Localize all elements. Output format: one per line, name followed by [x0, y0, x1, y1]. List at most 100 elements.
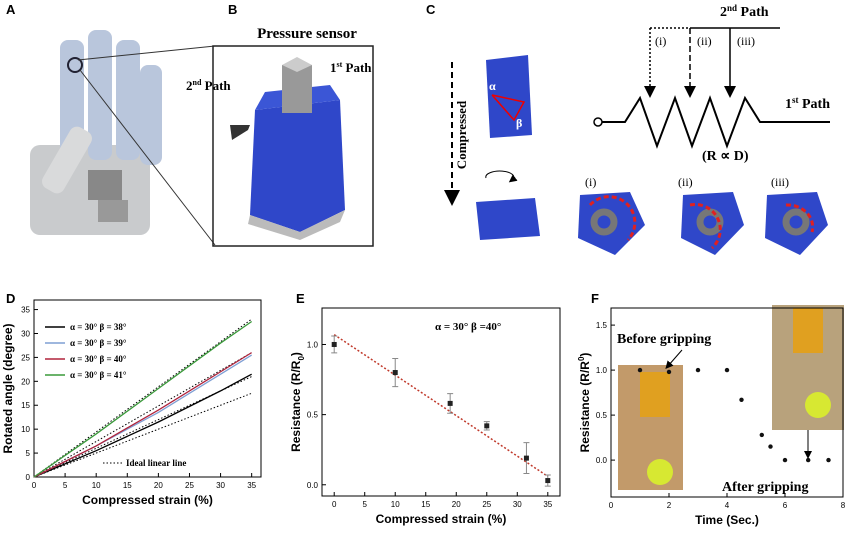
- meter: [640, 372, 670, 417]
- panel-label: F: [591, 291, 599, 306]
- x-tick-label: 30: [216, 481, 225, 490]
- data-point: [695, 367, 701, 373]
- meter: [793, 308, 823, 353]
- y-tick-label: 0.5: [307, 411, 319, 420]
- data-point: [545, 478, 551, 484]
- x-tick-label: 4: [725, 501, 730, 510]
- legend-label: α = 30° β = 41°: [70, 370, 127, 380]
- hand-illustration: [30, 30, 216, 246]
- legend-label: α = 30° β = 39°: [70, 338, 127, 348]
- panel-label: A: [6, 2, 16, 17]
- legend-label: α = 30° β = 40°: [70, 354, 127, 364]
- data-point: [392, 370, 398, 376]
- y-tick-label: 0.0: [596, 456, 608, 465]
- x-tick-label: 20: [154, 481, 163, 490]
- plot-frame: [33, 299, 262, 478]
- text: Path: [342, 60, 372, 75]
- compressed-label: Compressed: [454, 100, 469, 169]
- x-tick-label: 25: [482, 500, 491, 509]
- data-point: [739, 397, 744, 402]
- series-line: [33, 352, 253, 478]
- label-sub: 0: [297, 356, 306, 361]
- y-tick-label: 1.0: [596, 366, 608, 375]
- y-tick-label: 10: [21, 425, 30, 434]
- x-tick-label: 30: [513, 500, 522, 509]
- data-point: [666, 369, 672, 375]
- y-axis-label: Resistance (R/R0): [577, 353, 592, 453]
- branch-label: (ii): [697, 34, 712, 48]
- sup: nd: [727, 3, 737, 13]
- data-point: [331, 341, 337, 347]
- label-sup: 0: [577, 356, 586, 361]
- annotation: α = 30° β =40°: [435, 321, 501, 333]
- x-tick-label: 6: [783, 501, 788, 510]
- data-point: [637, 367, 643, 373]
- label-text: Resistance (R/R: [578, 361, 592, 453]
- data-point: [447, 400, 453, 406]
- path-label: 2nd Path: [186, 78, 231, 93]
- path-label: 1st Path: [330, 60, 372, 75]
- x-axis-label: Compressed strain (%): [376, 512, 507, 526]
- state-label: (i): [585, 175, 596, 189]
- series-line: [33, 373, 252, 478]
- x-tick-label: 15: [421, 500, 430, 509]
- series-line: [33, 320, 253, 478]
- y-tick-label: 20: [21, 377, 30, 386]
- ball: [805, 392, 831, 418]
- label-end: ): [289, 352, 303, 356]
- x-tick-label: 2: [667, 501, 672, 510]
- prism-illustrations: [444, 27, 830, 255]
- x-tick-label: 0: [32, 481, 37, 490]
- y-tick-label: 0: [26, 473, 31, 482]
- num: 2: [186, 78, 193, 93]
- panel-label: B: [228, 2, 237, 17]
- x-tick-label: 0: [332, 500, 337, 509]
- path-label: 1st Path: [785, 95, 830, 112]
- data-point: [724, 367, 730, 373]
- panel-b-frame: [212, 45, 374, 247]
- x-tick-label: 25: [185, 481, 194, 490]
- data-point: [806, 457, 811, 463]
- data-point: [523, 455, 529, 461]
- data-point: [759, 432, 764, 438]
- y-axis-label: Resistance (R/R0): [289, 352, 306, 452]
- y-axis-label: Rotated angle (degree): [1, 323, 15, 453]
- x-tick-label: 10: [92, 481, 101, 490]
- branch-label: (i): [655, 34, 666, 48]
- ideal-line: [33, 318, 252, 478]
- x-tick-label: 35: [247, 481, 256, 490]
- legend-label: α = 30° β = 38°: [70, 322, 127, 332]
- x-tick-label: 5: [63, 481, 68, 490]
- y-tick-label: 25: [21, 353, 30, 362]
- text: Path: [201, 78, 231, 93]
- annotation: After gripping: [722, 480, 808, 495]
- text: Path: [737, 5, 769, 20]
- num: 2: [720, 5, 727, 20]
- x-axis-label: Time (Sec.): [695, 513, 759, 527]
- branch-label: (iii): [737, 34, 755, 48]
- plot-frame: [321, 307, 561, 497]
- num: 1: [785, 97, 792, 112]
- path-label: 2nd Path: [720, 3, 769, 20]
- x-tick-label: 0: [609, 501, 614, 510]
- panel-label: C: [426, 2, 436, 17]
- x-tick-label: 5: [362, 500, 367, 509]
- x-tick-label: 15: [123, 481, 132, 490]
- ball: [647, 459, 673, 485]
- text: Path: [799, 97, 831, 112]
- y-tick-label: 0.5: [596, 411, 608, 420]
- ideal-line: [33, 392, 252, 478]
- label-end: ): [578, 353, 592, 357]
- x-tick-label: 20: [452, 500, 461, 509]
- sensor-illustration: [230, 57, 345, 240]
- annotation: Before gripping: [617, 332, 711, 347]
- data-point: [826, 457, 831, 463]
- arrow: [665, 349, 683, 370]
- num: 1: [330, 60, 337, 75]
- sensor-title: Pressure sensor: [257, 26, 357, 42]
- sup: st: [792, 95, 799, 105]
- y-tick-label: 15: [21, 401, 30, 410]
- panel-label: E: [296, 291, 305, 306]
